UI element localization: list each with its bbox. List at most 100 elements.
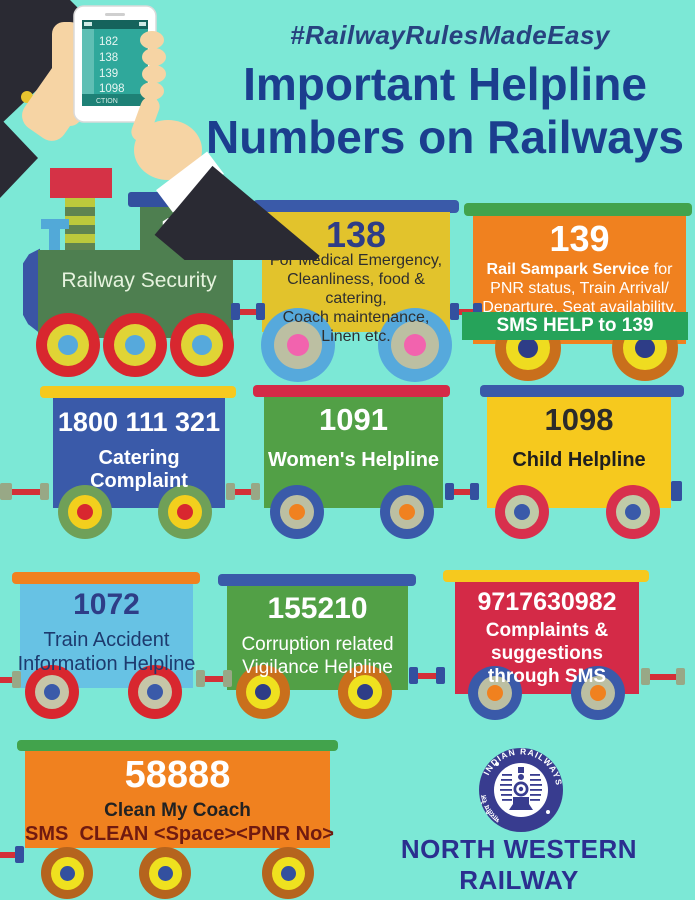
- coupler: [409, 667, 445, 684]
- coupler: [231, 303, 265, 320]
- bumper: [671, 481, 682, 501]
- wheel: [103, 313, 167, 377]
- car-138: 138 For Medical Emergency, Cleanliness, …: [253, 197, 459, 397]
- wheel: [128, 665, 182, 719]
- phone-speaker: [105, 13, 125, 16]
- screen-number-item: 182: [99, 36, 118, 48]
- chimney-stack: [65, 198, 95, 251]
- pointing-hand: [131, 96, 202, 180]
- wheel: [41, 847, 93, 899]
- left-hand-fingers: [140, 31, 166, 100]
- wheel: [270, 485, 324, 539]
- wheel: [378, 308, 452, 382]
- signal-icon: [84, 22, 92, 26]
- helpline-label: Train Accident Information Helpline: [17, 629, 196, 675]
- car-1072: 1072 Train Accident Information Helpline: [10, 568, 202, 733]
- screen-number-item: 139: [99, 68, 118, 80]
- car-139: 139 Rail Sampark Service for PNR status,…: [462, 200, 695, 400]
- helpline-number: 1800 111 321: [57, 407, 221, 437]
- helpline-number: 58888: [124, 754, 231, 796]
- chimney-cap: [50, 168, 112, 198]
- shirt-cuff: [156, 151, 224, 213]
- screen-number-item: 1098: [99, 83, 125, 95]
- left-sleeve-lower: [0, 118, 38, 198]
- car-roof: [464, 203, 692, 216]
- car-roof: [253, 385, 450, 397]
- right-sleeve: [154, 165, 320, 260]
- helpline-label: Complaints & suggestions through SMS: [485, 620, 609, 687]
- screen-footer-bar: [82, 94, 148, 106]
- logo-separator-dot: [495, 762, 499, 766]
- car-1091: 1091 Women's Helpline: [250, 383, 450, 548]
- bumper: [0, 846, 24, 863]
- screen-footer-text: CTION: [96, 98, 118, 105]
- helpline-label: Railway Security: [61, 269, 217, 292]
- bumper: [0, 483, 49, 500]
- helpline-label: Women's Helpline: [267, 449, 440, 471]
- wheel: [170, 313, 234, 377]
- coupler: [226, 483, 260, 500]
- wheel: [158, 485, 212, 539]
- screen-status-bar: [82, 20, 148, 29]
- wheel: [139, 847, 191, 899]
- locomotive-emblem: [500, 767, 542, 810]
- bumper: [641, 668, 685, 685]
- wheel: [380, 485, 434, 539]
- wheel: [36, 313, 100, 377]
- page-title: Important Helpline Numbers on Railways: [195, 58, 695, 164]
- car-155210: 155210 Corruption related Vigilance Help…: [218, 568, 418, 733]
- helpline-label: Child Helpline: [512, 449, 646, 471]
- helpline-number: 1091: [319, 402, 388, 437]
- car-58888: 58888 Clean My Coach SMS CLEAN <Space><P…: [15, 738, 340, 900]
- steam-whistle-stem: [49, 229, 60, 253]
- helpline-number: 155210: [267, 592, 368, 625]
- car-roof: [443, 570, 649, 582]
- helpline-number: 1072: [73, 588, 140, 621]
- car-roof: [40, 386, 236, 398]
- wheel: [571, 666, 625, 720]
- cowcatcher: [23, 248, 40, 334]
- hashtag-text: #RailwayRulesMadeEasy: [290, 20, 610, 50]
- bumper: [0, 671, 21, 688]
- page-title-line1: Important Helpline: [243, 58, 647, 110]
- screen-side-panel: [82, 29, 94, 94]
- car-roof: [253, 200, 459, 213]
- car-roof: [218, 574, 416, 586]
- description-lead: Rail Sampark Service: [486, 261, 650, 278]
- wheel: [58, 485, 112, 539]
- battery-icon: [139, 22, 146, 26]
- wheel: [606, 485, 660, 539]
- car-1800-111-321: 1800 111 321 Catering Complaint: [40, 383, 240, 548]
- car-roof: [480, 385, 684, 397]
- screen-number-item: 138: [99, 52, 118, 64]
- sms-banner: SMS HELP to 139: [462, 312, 688, 340]
- phone-illustration: 182 138 139 1098 CTION: [0, 0, 320, 260]
- helpline-number: 9717630982: [477, 588, 617, 616]
- car-body: [25, 751, 330, 848]
- coupler: [445, 483, 479, 500]
- helpline-number: 1098: [544, 402, 614, 437]
- car-roof: [12, 572, 200, 584]
- wheel: [495, 485, 549, 539]
- car-9717630982: 9717630982 Complaints & suggestions thro…: [443, 568, 649, 733]
- helpline-number: 138: [325, 214, 387, 255]
- wheel: [262, 847, 314, 899]
- helpline-label: Corruption related Vigilance Helpline: [241, 634, 394, 678]
- wheel: [236, 665, 290, 719]
- wheel: [261, 308, 335, 382]
- coupler: [196, 670, 232, 687]
- wheel: [468, 666, 522, 720]
- car-1098: 1098 Child Helpline: [478, 383, 684, 548]
- car-roof: [17, 740, 338, 751]
- wheel: [338, 665, 392, 719]
- indian-railways-logo: INDIAN RAILWAYS भारतीय रेल: [479, 747, 563, 832]
- steam-whistle-icon: [41, 219, 69, 229]
- logo-separator-dot: [546, 810, 550, 814]
- organization-name: NORTH WESTERN RAILWAY: [400, 834, 638, 895]
- wheel: [25, 665, 79, 719]
- helpline-number: 139: [549, 218, 610, 259]
- coupler: [450, 303, 482, 320]
- helpline-label: Catering Complaint: [90, 447, 188, 492]
- sms-instruction: SMS CLEAN <Space><PNR No>: [25, 823, 334, 845]
